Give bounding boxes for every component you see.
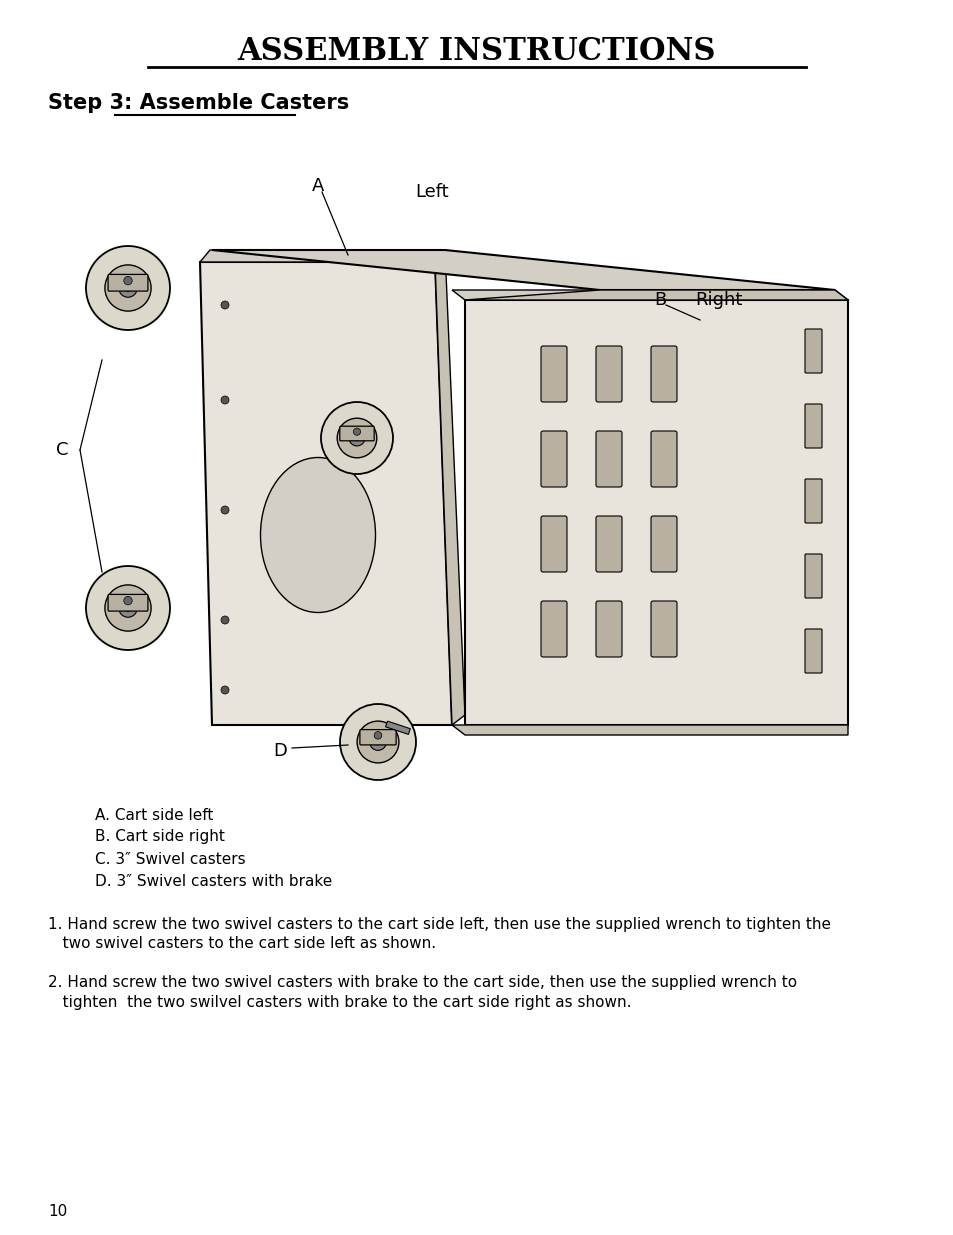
FancyBboxPatch shape [650, 516, 677, 572]
FancyBboxPatch shape [359, 730, 395, 745]
Polygon shape [212, 249, 834, 290]
Polygon shape [464, 290, 847, 300]
Text: 2. Hand screw the two swivel casters with brake to the cart side, then use the s: 2. Hand screw the two swivel casters wit… [48, 974, 797, 989]
Circle shape [375, 739, 380, 745]
FancyBboxPatch shape [596, 431, 621, 487]
Text: 1. Hand screw the two swivel casters to the cart side left, then use the supplie: 1. Hand screw the two swivel casters to … [48, 916, 830, 931]
Circle shape [353, 429, 360, 435]
Text: Right: Right [695, 291, 741, 309]
Circle shape [118, 599, 137, 618]
FancyBboxPatch shape [339, 426, 374, 441]
Text: tighten  the two swilvel casters with brake to the cart side right as shown.: tighten the two swilvel casters with bra… [48, 994, 631, 1009]
Circle shape [221, 616, 229, 624]
FancyBboxPatch shape [596, 516, 621, 572]
Text: two swivel casters to the cart side left as shown.: two swivel casters to the cart side left… [48, 936, 436, 951]
FancyBboxPatch shape [108, 274, 148, 291]
Text: C. 3″ Swivel casters: C. 3″ Swivel casters [95, 851, 245, 867]
Text: 10: 10 [48, 1204, 67, 1219]
Polygon shape [212, 725, 847, 735]
Circle shape [374, 731, 381, 740]
Text: B. Cart side right: B. Cart side right [95, 830, 225, 845]
Text: ASSEMBLY INSTRUCTIONS: ASSEMBLY INSTRUCTIONS [237, 37, 716, 68]
Polygon shape [464, 300, 847, 725]
Circle shape [221, 301, 229, 309]
FancyBboxPatch shape [540, 516, 566, 572]
Circle shape [356, 721, 398, 763]
Circle shape [354, 435, 359, 441]
Circle shape [320, 403, 393, 474]
FancyBboxPatch shape [650, 601, 677, 657]
Circle shape [339, 704, 416, 781]
FancyBboxPatch shape [804, 629, 821, 673]
FancyBboxPatch shape [804, 555, 821, 598]
FancyBboxPatch shape [650, 346, 677, 403]
Circle shape [118, 279, 137, 298]
Circle shape [369, 734, 386, 751]
Text: D. 3″ Swivel casters with brake: D. 3″ Swivel casters with brake [95, 873, 332, 888]
FancyBboxPatch shape [596, 601, 621, 657]
Text: Left: Left [415, 183, 448, 201]
Circle shape [124, 277, 132, 285]
Polygon shape [200, 262, 452, 725]
Circle shape [221, 685, 229, 694]
Circle shape [105, 264, 151, 311]
Polygon shape [452, 290, 847, 300]
Circle shape [221, 506, 229, 514]
Circle shape [124, 597, 132, 605]
Text: C: C [55, 441, 69, 459]
Circle shape [105, 585, 151, 631]
Text: A: A [312, 177, 324, 195]
Text: A. Cart side left: A. Cart side left [95, 808, 213, 823]
Circle shape [125, 605, 132, 611]
FancyBboxPatch shape [108, 594, 148, 611]
Ellipse shape [260, 457, 375, 613]
Text: D: D [273, 742, 287, 760]
FancyBboxPatch shape [540, 346, 566, 403]
Polygon shape [200, 249, 444, 262]
Circle shape [336, 419, 376, 458]
FancyBboxPatch shape [650, 431, 677, 487]
FancyBboxPatch shape [804, 329, 821, 373]
FancyBboxPatch shape [596, 346, 621, 403]
Polygon shape [435, 249, 464, 725]
FancyBboxPatch shape [804, 479, 821, 522]
Text: B: B [653, 291, 665, 309]
Circle shape [86, 566, 170, 650]
Circle shape [221, 396, 229, 404]
Circle shape [86, 246, 170, 330]
FancyBboxPatch shape [540, 601, 566, 657]
FancyBboxPatch shape [804, 404, 821, 448]
Circle shape [349, 430, 365, 446]
FancyBboxPatch shape [540, 431, 566, 487]
Circle shape [125, 284, 132, 291]
Polygon shape [385, 721, 410, 735]
Text: Step 3: Assemble Casters: Step 3: Assemble Casters [48, 93, 349, 112]
